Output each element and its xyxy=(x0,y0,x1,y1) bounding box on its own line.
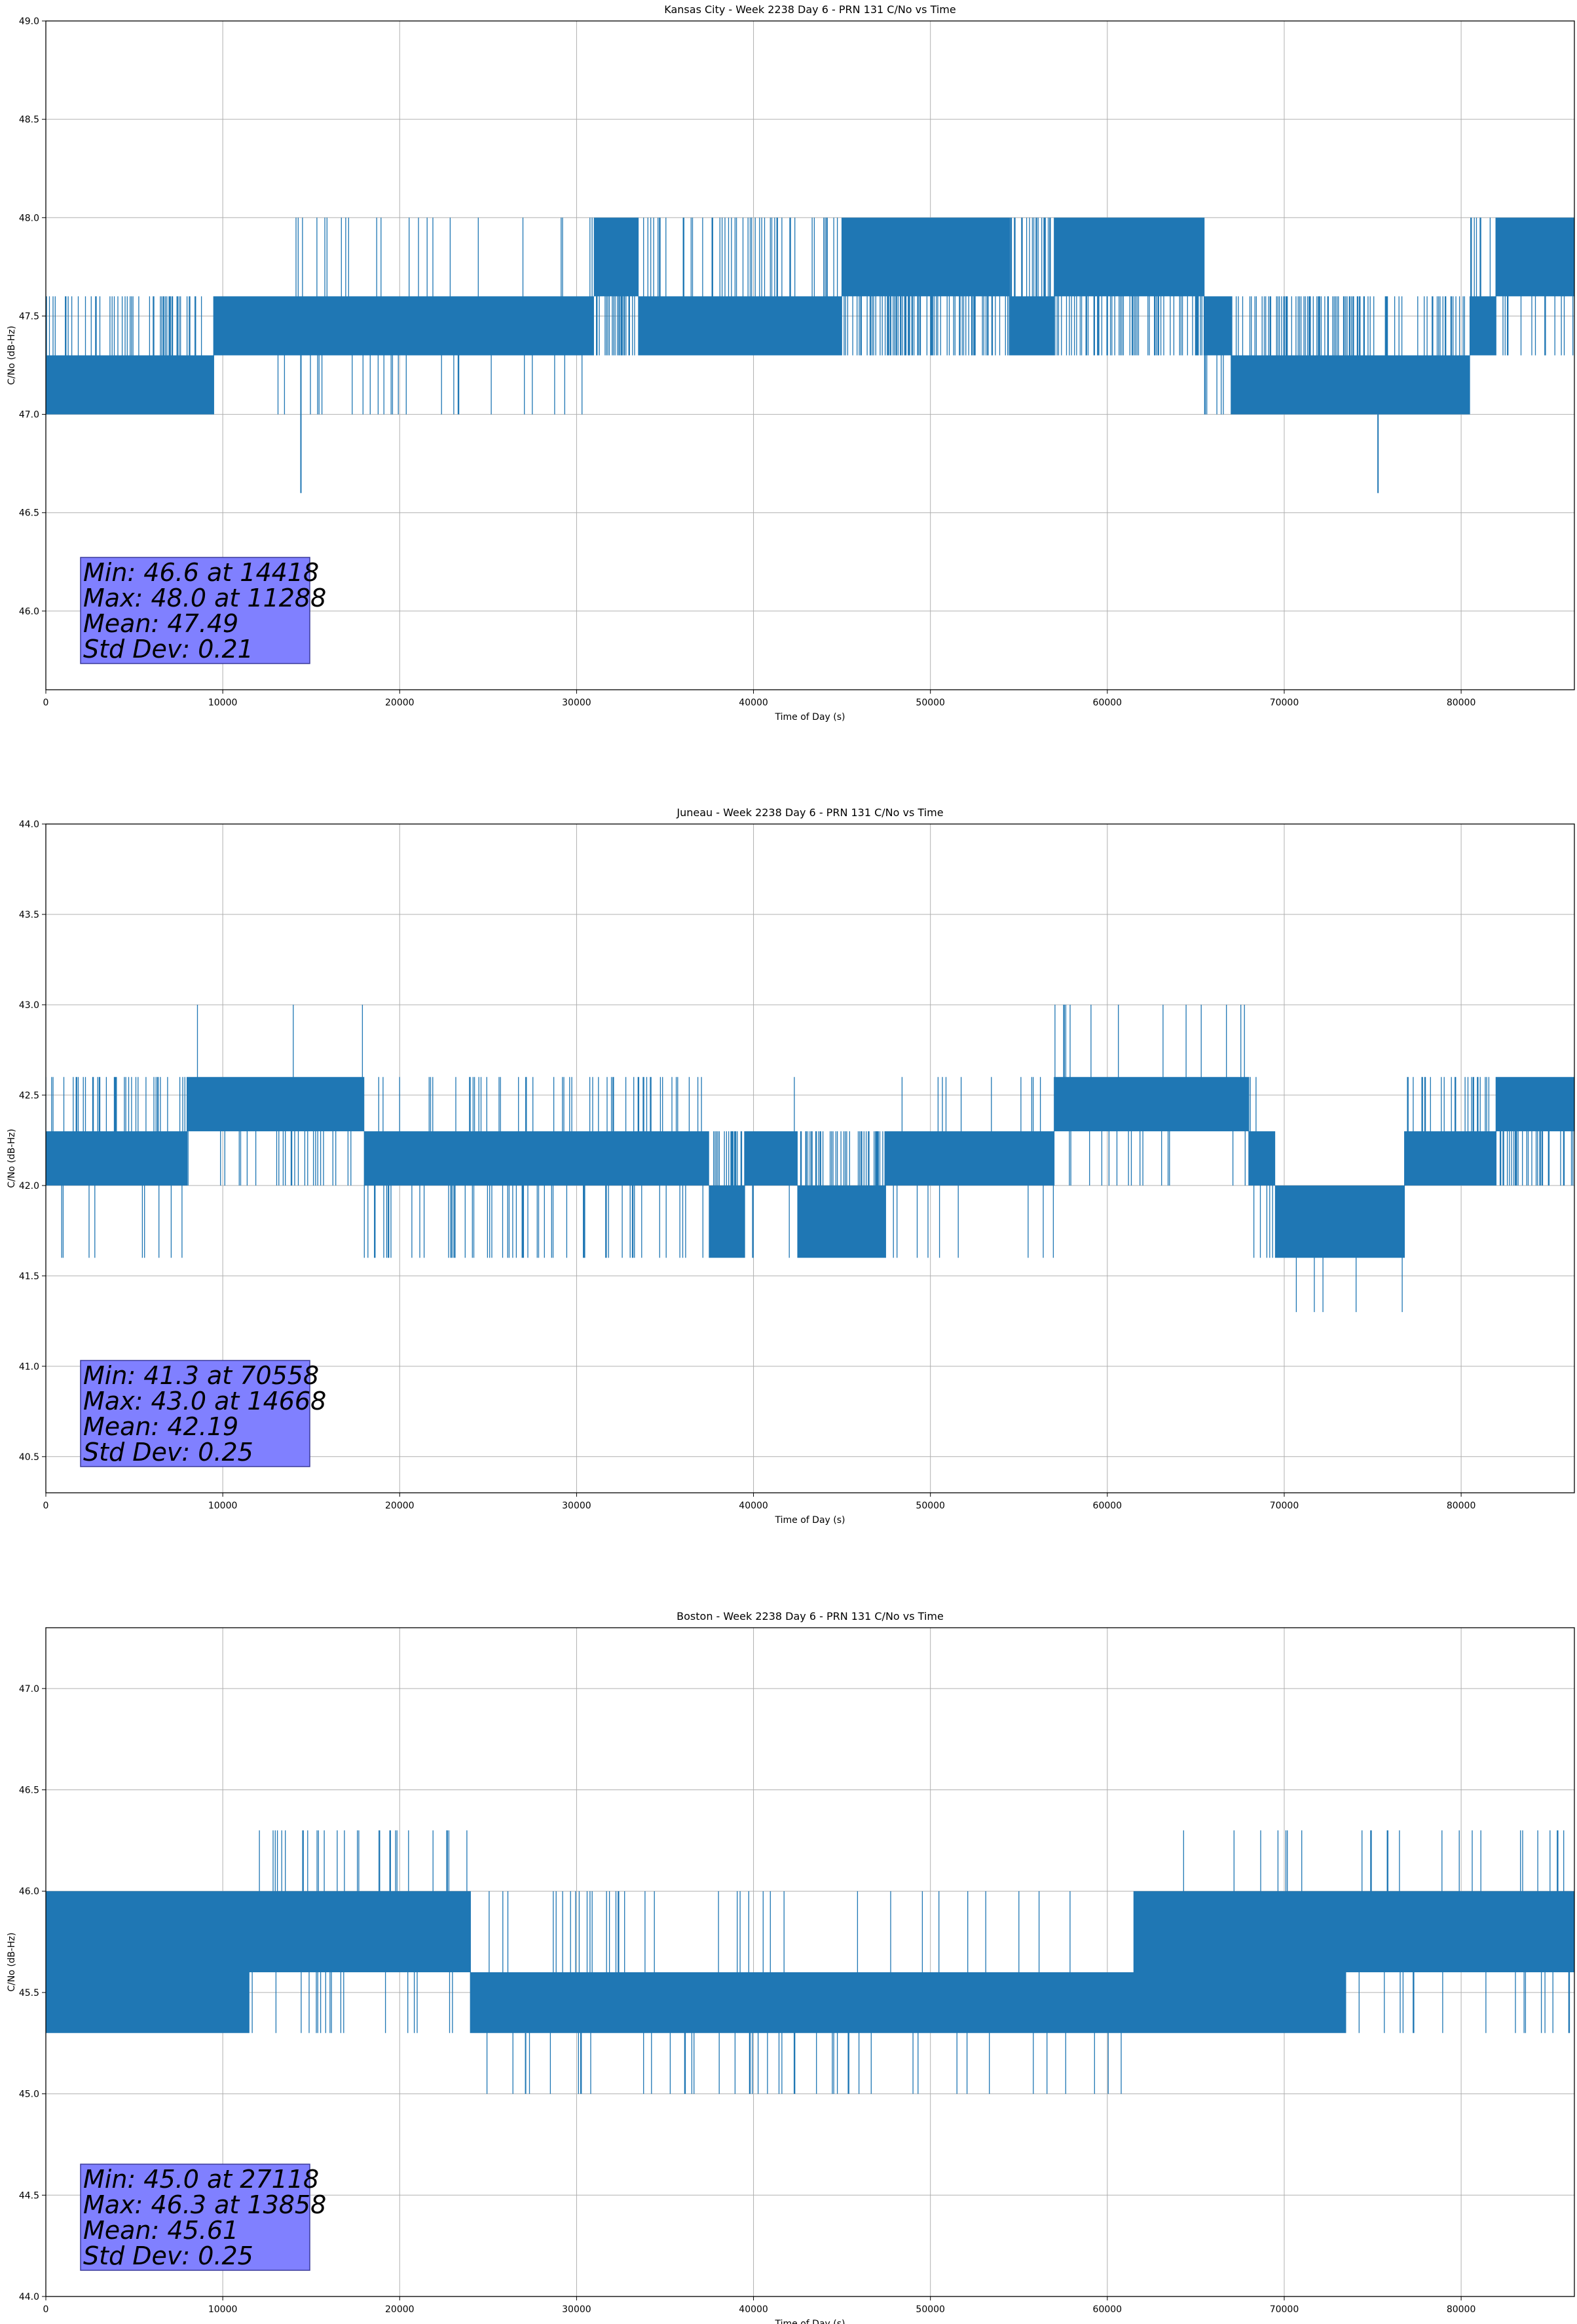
x-axis: 0 10000 20000 30000 40000 50000 60000 70000 8000… xyxy=(43,1493,1476,1526)
series-line xyxy=(46,1830,1574,2094)
stats-line: Max: 43.0 at 14668 xyxy=(83,1387,326,1415)
chart-panel-boston: Boston - Week 2238 Day 6 - PRN 131 C/No … xyxy=(7,1610,1575,2324)
x-tick-label: 20000 xyxy=(385,2304,415,2315)
chart-title: Kansas City - Week 2238 Day 6 - PRN 131 … xyxy=(664,3,955,16)
chart-title: Juneau - Week 2238 Day 6 - PRN 131 C/No … xyxy=(676,806,943,819)
y-tick-label: 41.5 xyxy=(19,1271,39,1282)
x-tick-label: 10000 xyxy=(208,2304,238,2315)
x-tick-label: 80000 xyxy=(1447,1501,1476,1511)
x-tick-label: 70000 xyxy=(1270,698,1299,708)
y-tick-label: 47.0 xyxy=(19,1684,39,1695)
x-tick-label: 60000 xyxy=(1093,2304,1122,2315)
x-tick-label: 30000 xyxy=(562,2304,591,2315)
y-tick-label: 41.0 xyxy=(19,1362,39,1372)
y-tick-label: 46.0 xyxy=(19,1886,39,1897)
series-line xyxy=(46,1004,1574,1313)
stats-line: Std Dev: 0.25 xyxy=(83,2241,253,2270)
x-axis: 0 10000 20000 30000 40000 50000 60000 70000 8000… xyxy=(43,2296,1476,2324)
x-axis-label: Time of Day (s) xyxy=(775,2319,845,2324)
x-tick-label: 60000 xyxy=(1093,698,1122,708)
x-tick-label: 40000 xyxy=(739,1501,768,1511)
x-tick-label: 50000 xyxy=(916,2304,945,2315)
y-tick-label: 47.5 xyxy=(19,311,39,322)
plot-frame xyxy=(45,1627,1575,2297)
y-axis-label: C/No (dB-Hz) xyxy=(7,1129,17,1188)
y-tick-label: 43.5 xyxy=(19,910,39,920)
y-tick-label: 45.5 xyxy=(19,1988,39,1998)
stats-box-background xyxy=(80,557,310,664)
x-tick-label: 70000 xyxy=(1270,2304,1299,2315)
y-tick-label: 44.0 xyxy=(19,819,39,830)
y-tick-label: 42.0 xyxy=(19,1181,39,1191)
stats-line: Mean: 45.61 xyxy=(83,2216,238,2245)
stats-box-background xyxy=(80,2164,310,2271)
stats-line: Std Dev: 0.25 xyxy=(83,1438,253,1467)
y-axis: 44.0 44.5 45.0 45.5 46.0 46.5 47.0 C/No (dB-Hz) xyxy=(7,1684,46,2302)
x-tick-label: 70000 xyxy=(1270,1501,1299,1511)
x-tick-label: 60000 xyxy=(1093,1501,1122,1511)
x-tick-label: 50000 xyxy=(916,698,945,708)
x-tick-label: 20000 xyxy=(385,1501,415,1511)
x-tick-label: 0 xyxy=(43,2304,49,2315)
stats-line: Max: 46.3 at 13858 xyxy=(83,2190,326,2219)
y-axis: 40.5 41.0 41.5 42.0 42.5 43.0 43.5 44.0 C/No (dB… xyxy=(7,819,46,1463)
x-tick-label: 20000 xyxy=(385,698,415,708)
stats-line: Mean: 42.19 xyxy=(83,1412,238,1441)
y-axis-label: C/No (dB-Hz) xyxy=(7,1932,17,1991)
x-tick-label: 80000 xyxy=(1447,2304,1476,2315)
x-tick-label: 0 xyxy=(43,1501,49,1511)
stats-line: Min: 46.6 at 14418 xyxy=(83,558,319,587)
plot-frame xyxy=(45,823,1575,1493)
y-tick-label: 40.5 xyxy=(19,1452,39,1463)
y-tick-label: 44.0 xyxy=(19,2292,39,2302)
x-tick-label: 50000 xyxy=(916,1501,945,1511)
x-tick-label: 30000 xyxy=(562,1501,591,1511)
stats-line: Std Dev: 0.21 xyxy=(83,635,253,664)
y-tick-label: 46.5 xyxy=(19,1786,39,1796)
stats-line: Mean: 47.49 xyxy=(83,609,238,638)
x-tick-label: 30000 xyxy=(562,698,591,708)
x-tick-label: 10000 xyxy=(208,1501,238,1511)
y-tick-label: 48.0 xyxy=(19,213,39,223)
x-tick-label: 40000 xyxy=(739,698,768,708)
stats-line: Max: 48.0 at 11288 xyxy=(83,584,326,612)
y-tick-label: 46.0 xyxy=(19,607,39,617)
y-tick-label: 46.5 xyxy=(19,508,39,519)
y-tick-label: 47.0 xyxy=(19,410,39,421)
series-line xyxy=(46,217,1574,415)
y-axis-label: C/No (dB-Hz) xyxy=(7,326,17,384)
x-tick-label: 10000 xyxy=(208,698,238,708)
x-axis-label: Time of Day (s) xyxy=(775,1515,845,1526)
plot-frame xyxy=(45,20,1575,690)
x-tick-label: 40000 xyxy=(739,2304,768,2315)
chart-title: Boston - Week 2238 Day 6 - PRN 131 C/No … xyxy=(677,1610,944,1622)
y-tick-label: 48.5 xyxy=(19,115,39,125)
stats-line: Min: 41.3 at 70558 xyxy=(83,1361,319,1390)
y-tick-label: 43.0 xyxy=(19,1000,39,1011)
y-axis: 46.0 46.5 47.0 47.5 48.0 48.5 49.0 C/No (dB-Hz) xyxy=(7,16,46,617)
x-tick-label: 0 xyxy=(43,698,49,708)
y-tick-label: 45.0 xyxy=(19,2090,39,2100)
x-axis: 0 10000 20000 30000 40000 50000 60000 70000 8000… xyxy=(43,690,1476,722)
stats-box-background xyxy=(80,1360,310,1467)
chart-panel-kansas-city: Kansas City - Week 2238 Day 6 - PRN 131 … xyxy=(7,3,1575,722)
chart-panel-juneau: Juneau - Week 2238 Day 6 - PRN 131 C/No … xyxy=(7,806,1575,1526)
x-axis-label: Time of Day (s) xyxy=(775,712,845,722)
y-tick-label: 44.5 xyxy=(19,2190,39,2201)
x-tick-label: 80000 xyxy=(1447,698,1476,708)
y-tick-label: 42.5 xyxy=(19,1091,39,1101)
stats-line: Min: 45.0 at 27118 xyxy=(83,2165,319,2194)
y-tick-label: 49.0 xyxy=(19,16,39,27)
